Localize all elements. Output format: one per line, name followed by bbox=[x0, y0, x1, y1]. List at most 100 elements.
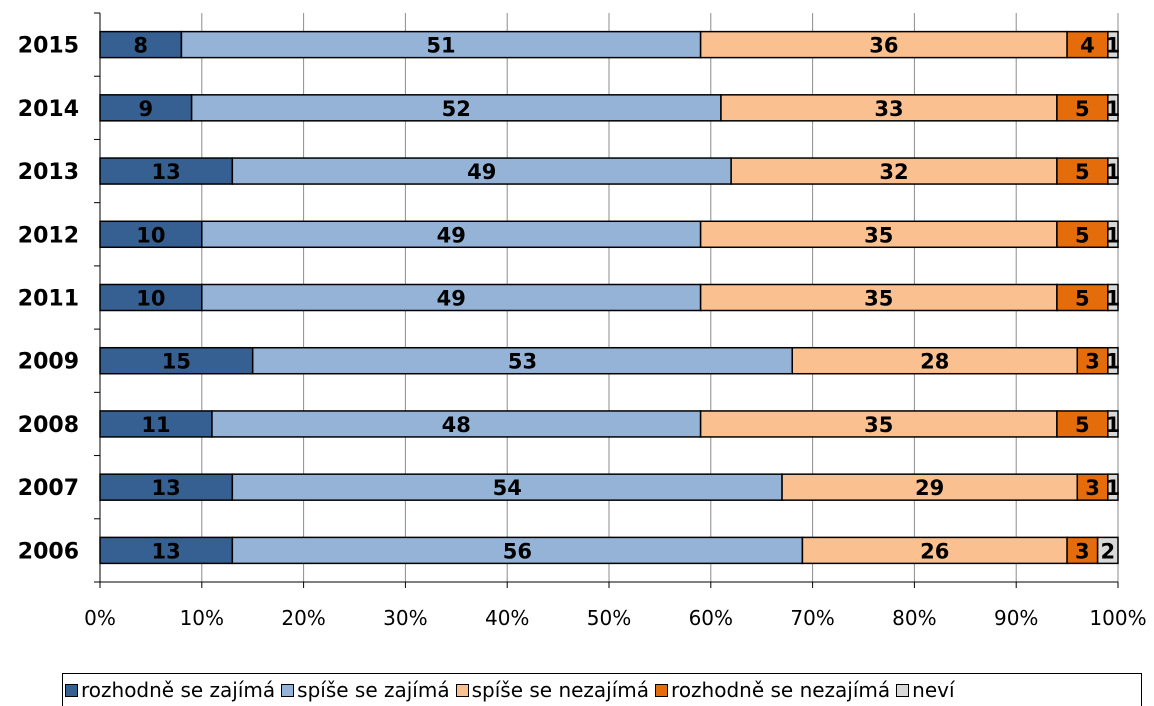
data-label: 1 bbox=[1106, 476, 1121, 500]
data-label: 28 bbox=[920, 350, 949, 374]
data-label: 48 bbox=[442, 413, 471, 437]
data-label: 5 bbox=[1075, 160, 1090, 184]
data-label: 35 bbox=[864, 413, 893, 437]
bar-segment bbox=[1066, 30, 1109, 59]
legend-swatch bbox=[65, 683, 78, 697]
bar-segment bbox=[1107, 346, 1119, 375]
data-label: 36 bbox=[869, 34, 898, 58]
legend-swatch bbox=[281, 683, 295, 697]
data-label: 13 bbox=[152, 160, 181, 184]
x-tick-label: 0% bbox=[84, 606, 116, 630]
legend-item: neví bbox=[896, 678, 955, 702]
labels: 0% 10% 20% 30% 40% 50% 60% 70% 80% 90% 100%8 51 36 4 1… bbox=[18, 34, 1147, 630]
x-tick-label: 20% bbox=[281, 606, 325, 630]
x-tick-label: 30% bbox=[383, 606, 427, 630]
legend-item: rozhodně se nezajímá bbox=[655, 678, 890, 702]
data-label: 35 bbox=[864, 223, 893, 247]
legend-label: spíše se zajímá bbox=[297, 678, 450, 702]
x-tick-label: 100% bbox=[1089, 606, 1146, 630]
legend-swatch bbox=[655, 683, 669, 697]
data-label: 13 bbox=[152, 476, 181, 500]
data-label: 1 bbox=[1106, 287, 1121, 311]
bar-segment bbox=[99, 536, 234, 565]
bar-segment bbox=[1107, 30, 1119, 59]
category-label: 2012 bbox=[18, 223, 79, 248]
x-tick-label: 40% bbox=[485, 606, 529, 630]
data-label: 5 bbox=[1075, 223, 1090, 247]
bars bbox=[99, 30, 1119, 565]
legend: rozhodně se zajímá spíše se zajímá spíše s… bbox=[62, 673, 1142, 706]
data-label: 54 bbox=[493, 476, 522, 500]
bar-segment bbox=[801, 536, 1068, 565]
bar-segment bbox=[1107, 220, 1119, 249]
legend-item: spíše se zajímá bbox=[281, 678, 450, 702]
bar-segment bbox=[1107, 94, 1119, 122]
category-label: 2007 bbox=[18, 476, 79, 501]
bar-segment bbox=[1096, 536, 1119, 565]
data-label: 3 bbox=[1085, 350, 1100, 374]
data-label: 5 bbox=[1075, 97, 1090, 121]
category-label: 2014 bbox=[18, 97, 79, 122]
bar-segment bbox=[201, 220, 702, 249]
data-label: 52 bbox=[442, 97, 471, 121]
data-label: 1 bbox=[1106, 350, 1121, 374]
data-label: 1 bbox=[1106, 223, 1121, 247]
data-label: 9 bbox=[138, 97, 153, 121]
bar-segment bbox=[251, 346, 793, 375]
legend-item: rozhodně se zajímá bbox=[65, 678, 275, 702]
bar-segment bbox=[1056, 410, 1109, 438]
axes bbox=[94, 12, 1119, 588]
data-label: 2 bbox=[1101, 539, 1116, 563]
data-label: 49 bbox=[437, 287, 466, 311]
data-label: 10 bbox=[136, 287, 165, 311]
x-tick-label: 90% bbox=[994, 606, 1038, 630]
category-label: 2013 bbox=[18, 160, 79, 185]
bar-segment bbox=[699, 220, 1058, 249]
data-label: 11 bbox=[141, 413, 170, 437]
stacked-bar-chart: 0% 10% 20% 30% 40% 50% 60% 70% 80% 90% 100%8 51 36 4 1… bbox=[18, 12, 1147, 630]
data-label: 51 bbox=[426, 34, 455, 58]
bar-segment bbox=[781, 473, 1079, 501]
data-label: 5 bbox=[1075, 287, 1090, 311]
bar-segment bbox=[1056, 94, 1109, 122]
legend-swatch bbox=[455, 683, 469, 697]
data-label: 8 bbox=[133, 34, 148, 58]
bar-segment bbox=[180, 30, 702, 59]
x-tick-label: 60% bbox=[689, 606, 733, 630]
data-label: 1 bbox=[1106, 160, 1121, 184]
data-label: 1 bbox=[1106, 34, 1121, 58]
data-label: 3 bbox=[1085, 476, 1100, 500]
legend-label: rozhodně se zajímá bbox=[81, 678, 276, 702]
bar-segment bbox=[1056, 220, 1109, 249]
legend-swatch bbox=[896, 683, 910, 697]
data-label: 15 bbox=[162, 350, 191, 374]
legend-label: neví bbox=[912, 678, 955, 702]
data-label: 13 bbox=[152, 539, 181, 563]
bar-segment bbox=[1107, 473, 1119, 501]
data-label: 53 bbox=[508, 350, 537, 374]
data-label: 35 bbox=[864, 287, 893, 311]
data-label: 33 bbox=[874, 97, 903, 121]
bar-segment bbox=[1066, 536, 1099, 565]
bar-segment bbox=[211, 410, 702, 438]
data-label: 26 bbox=[920, 539, 949, 563]
x-tick-label: 80% bbox=[892, 606, 936, 630]
legend-label: spíše se nezajímá bbox=[471, 678, 650, 702]
x-tick-label: 70% bbox=[790, 606, 834, 630]
bar-segment bbox=[99, 410, 213, 438]
x-tick-label: 50% bbox=[587, 606, 631, 630]
data-label: 1 bbox=[1106, 413, 1121, 437]
data-label: 10 bbox=[136, 223, 165, 247]
category-label: 2008 bbox=[18, 413, 79, 438]
bar-segment bbox=[1107, 283, 1119, 312]
category-label: 2015 bbox=[18, 34, 79, 59]
bar-segment bbox=[1107, 157, 1119, 185]
data-label: 4 bbox=[1080, 34, 1095, 58]
data-label: 3 bbox=[1075, 539, 1090, 563]
data-label: 49 bbox=[467, 160, 496, 184]
bar-segment bbox=[791, 346, 1079, 375]
bar-segment bbox=[1076, 473, 1109, 501]
legend-item: spíše se nezajímá bbox=[455, 678, 650, 702]
bar-segment bbox=[231, 157, 732, 185]
category-label: 2006 bbox=[18, 539, 79, 564]
